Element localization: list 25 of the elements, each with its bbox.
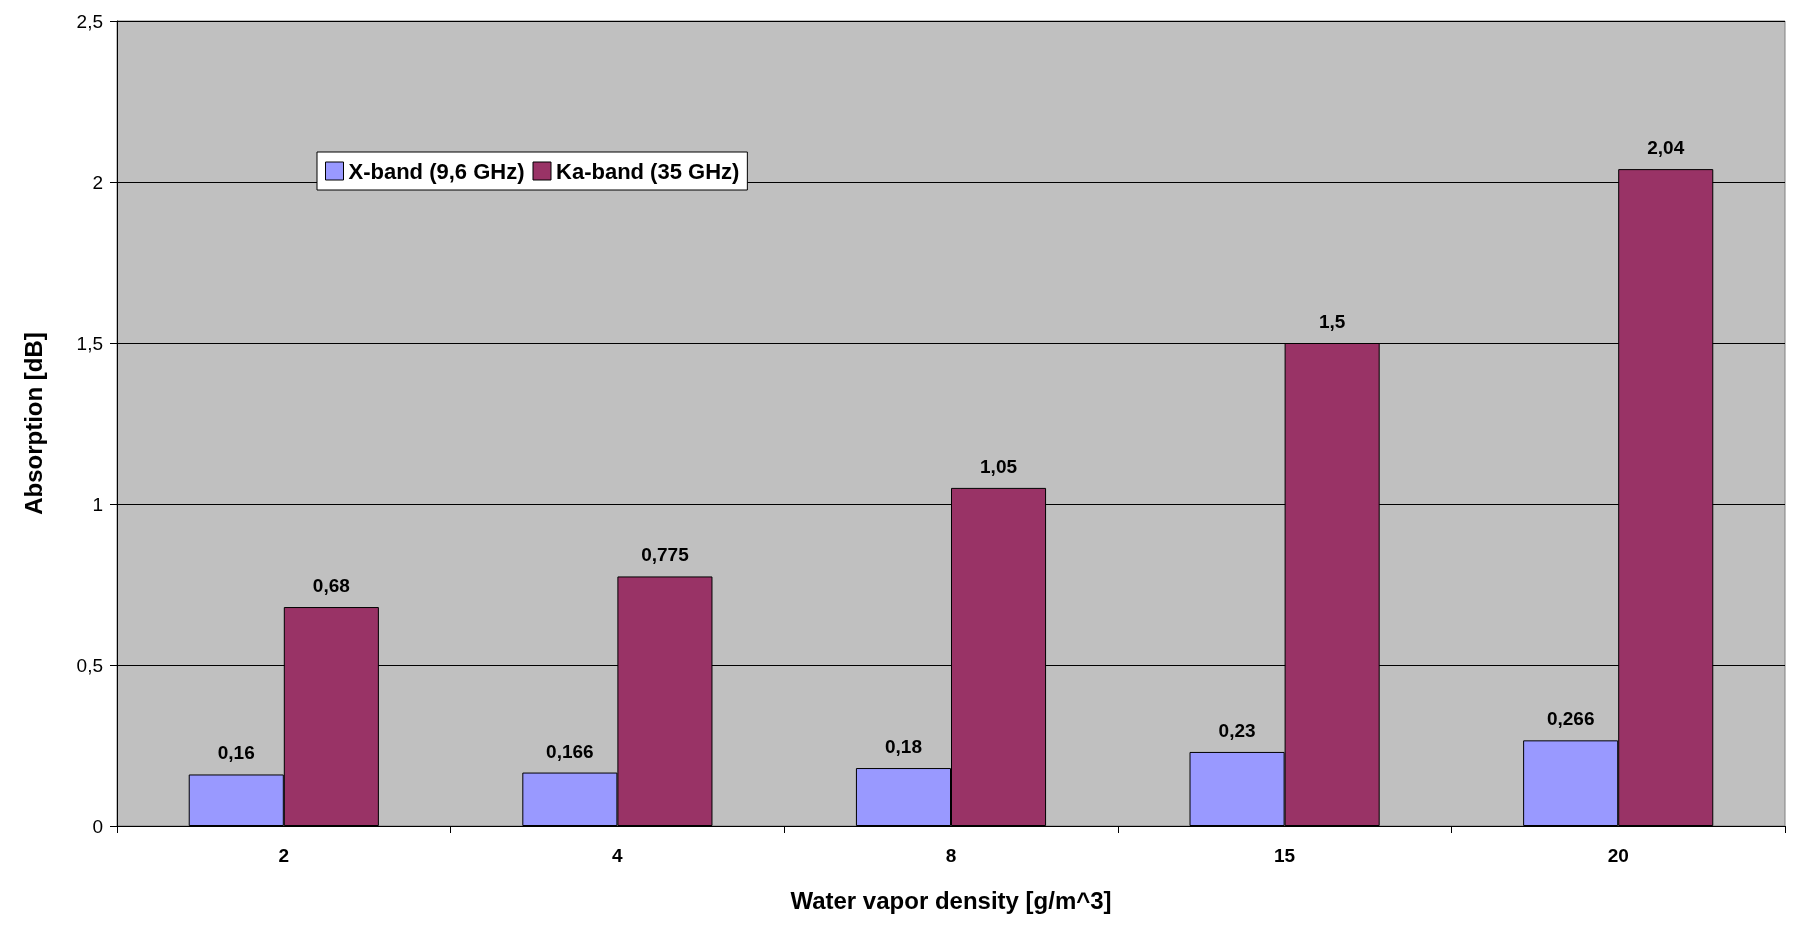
data-label: 0,166 [546,740,594,762]
x-tick-label: 4 [612,845,624,866]
legend-label: X-band (9,6 GHz) [348,158,525,184]
data-label: 1,05 [980,455,1018,477]
data-label: 0,18 [884,736,922,758]
y-tick-label: 0,5 [76,654,103,676]
x-tick-label: 2 [278,845,290,866]
x-tick-label: 15 [1274,845,1296,866]
data-label: 0,23 [1218,719,1256,741]
data-label: 1,5 [1318,311,1346,332]
data-label: 2,04 [1647,137,1685,159]
x-tick-label: 20 [1607,845,1629,866]
y-axis-title: Absorption [dB] [19,332,47,515]
y-tick-label: 1,5 [76,332,103,354]
y-tick-label: 0 [92,815,103,837]
y-tick-label: 1 [92,493,103,515]
legend-label: Ka-band (35 GHz) [556,158,740,184]
y-tick-label: 2,5 [76,10,103,32]
y-tick-label: 2 [92,171,103,193]
x-axis-title: Water vapor density [g/m^3] [790,886,1112,914]
data-label: 0,68 [312,575,350,597]
data-label: 0,16 [217,742,255,764]
data-label: 0,775 [641,544,690,566]
data-label: 0,266 [1546,708,1595,730]
x-tick-label: 8 [945,845,957,866]
